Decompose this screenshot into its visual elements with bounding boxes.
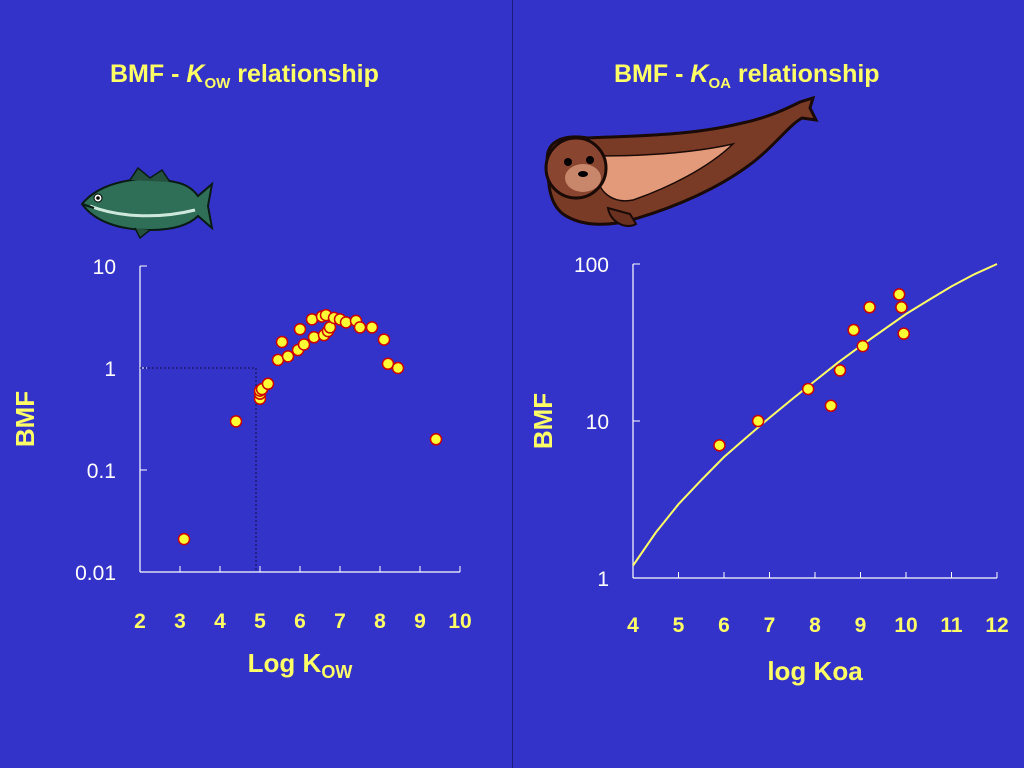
left-title-sub: OW <box>204 75 231 92</box>
left-data-point <box>391 361 405 375</box>
left-data-point <box>377 333 391 346</box>
right-fit-line <box>632 263 998 567</box>
left-data-point <box>281 350 295 363</box>
right-title-suffix: relationship <box>730 60 880 88</box>
left-y-tick-label: 0.1 <box>87 460 116 483</box>
left-data-point <box>297 338 311 351</box>
left-data-point <box>353 321 367 334</box>
left-x-tick-label: 5 <box>254 610 266 633</box>
right-data-point <box>897 327 910 340</box>
left-x-tick-label: 9 <box>414 610 426 633</box>
right-x-tick-label: 5 <box>673 614 685 637</box>
right-y-tick-label: 100 <box>574 254 609 277</box>
right-data-point <box>824 399 838 413</box>
left-data-point <box>307 331 321 344</box>
right-x-tick-label: 9 <box>855 614 867 637</box>
right-x-tick-label: 7 <box>764 614 776 637</box>
right-x-axis-title-main: log Koa <box>767 656 863 686</box>
right-chart: 4 5 6 7 8 9 10 11 12 100 10 1 BMF log Koa <box>528 254 1009 686</box>
right-data-point <box>751 414 765 428</box>
right-title-sub: OA <box>708 75 731 92</box>
left-y-tick-label: 1 <box>104 358 116 381</box>
left-x-tick-label: 7 <box>334 610 346 633</box>
fish-icon <box>80 166 214 240</box>
left-title-k: K <box>186 60 205 88</box>
left-chart: 2 3 4 5 6 7 8 9 10 10 1 0.1 0.01 BMF Log KOW <box>10 256 472 682</box>
right-data-point <box>713 439 726 452</box>
right-x-tick-label: 4 <box>627 614 639 637</box>
left-x-axis-title-sub: OW <box>321 662 352 682</box>
left-x-axis-title-main: Log K <box>248 648 322 678</box>
right-title-prefix: BMF - <box>614 60 691 88</box>
panel-divider <box>512 0 513 768</box>
left-y-axis-title: BMF <box>10 391 40 447</box>
left-data-point <box>177 532 191 546</box>
left-x-tick-label: 8 <box>374 610 386 633</box>
right-data-point <box>863 301 876 314</box>
right-data-point <box>856 339 870 353</box>
right-x-tick-label: 8 <box>809 614 821 637</box>
left-title-prefix: BMF - <box>110 60 187 88</box>
right-x-tick-label: 11 <box>940 614 963 637</box>
right-chart-title: BMF - KOA relationship <box>614 60 880 92</box>
right-data-point <box>833 364 847 377</box>
right-data-point <box>895 301 908 314</box>
right-y-tick-label: 1 <box>597 568 609 591</box>
left-x-tick-label: 10 <box>448 610 471 633</box>
left-data-point <box>229 415 243 428</box>
left-data-point <box>293 322 307 336</box>
left-x-tick-label: 4 <box>214 610 226 633</box>
seal-icon <box>544 95 819 227</box>
right-x-tick-label: 6 <box>718 614 730 637</box>
left-data-point <box>429 433 443 446</box>
left-chart-title: BMF - KOW relationship <box>110 60 379 92</box>
left-x-tick-label: 6 <box>294 610 306 633</box>
right-y-tick-label: 10 <box>586 411 609 434</box>
right-data-point <box>801 382 815 396</box>
right-x-tick-label: 12 <box>985 614 1008 637</box>
left-data-point <box>275 335 289 349</box>
left-x-tick-label: 3 <box>174 610 186 633</box>
right-title-k: K <box>690 60 709 88</box>
right-data-point <box>847 323 860 337</box>
left-y-tick-label: 10 <box>93 256 116 279</box>
right-x-axis-title: log Koa <box>767 656 863 686</box>
left-x-axis-title: Log KOW <box>248 648 353 682</box>
left-x-tick-label: 2 <box>134 610 146 633</box>
left-data-point <box>339 316 353 329</box>
right-data-point <box>892 288 906 301</box>
right-x-tick-label: 10 <box>894 614 917 637</box>
left-data-point <box>365 321 379 334</box>
left-data-point <box>261 377 275 391</box>
left-title-suffix: relationship <box>230 60 379 88</box>
left-y-tick-label: 0.01 <box>75 562 116 585</box>
right-y-axis-title: BMF <box>528 393 558 449</box>
